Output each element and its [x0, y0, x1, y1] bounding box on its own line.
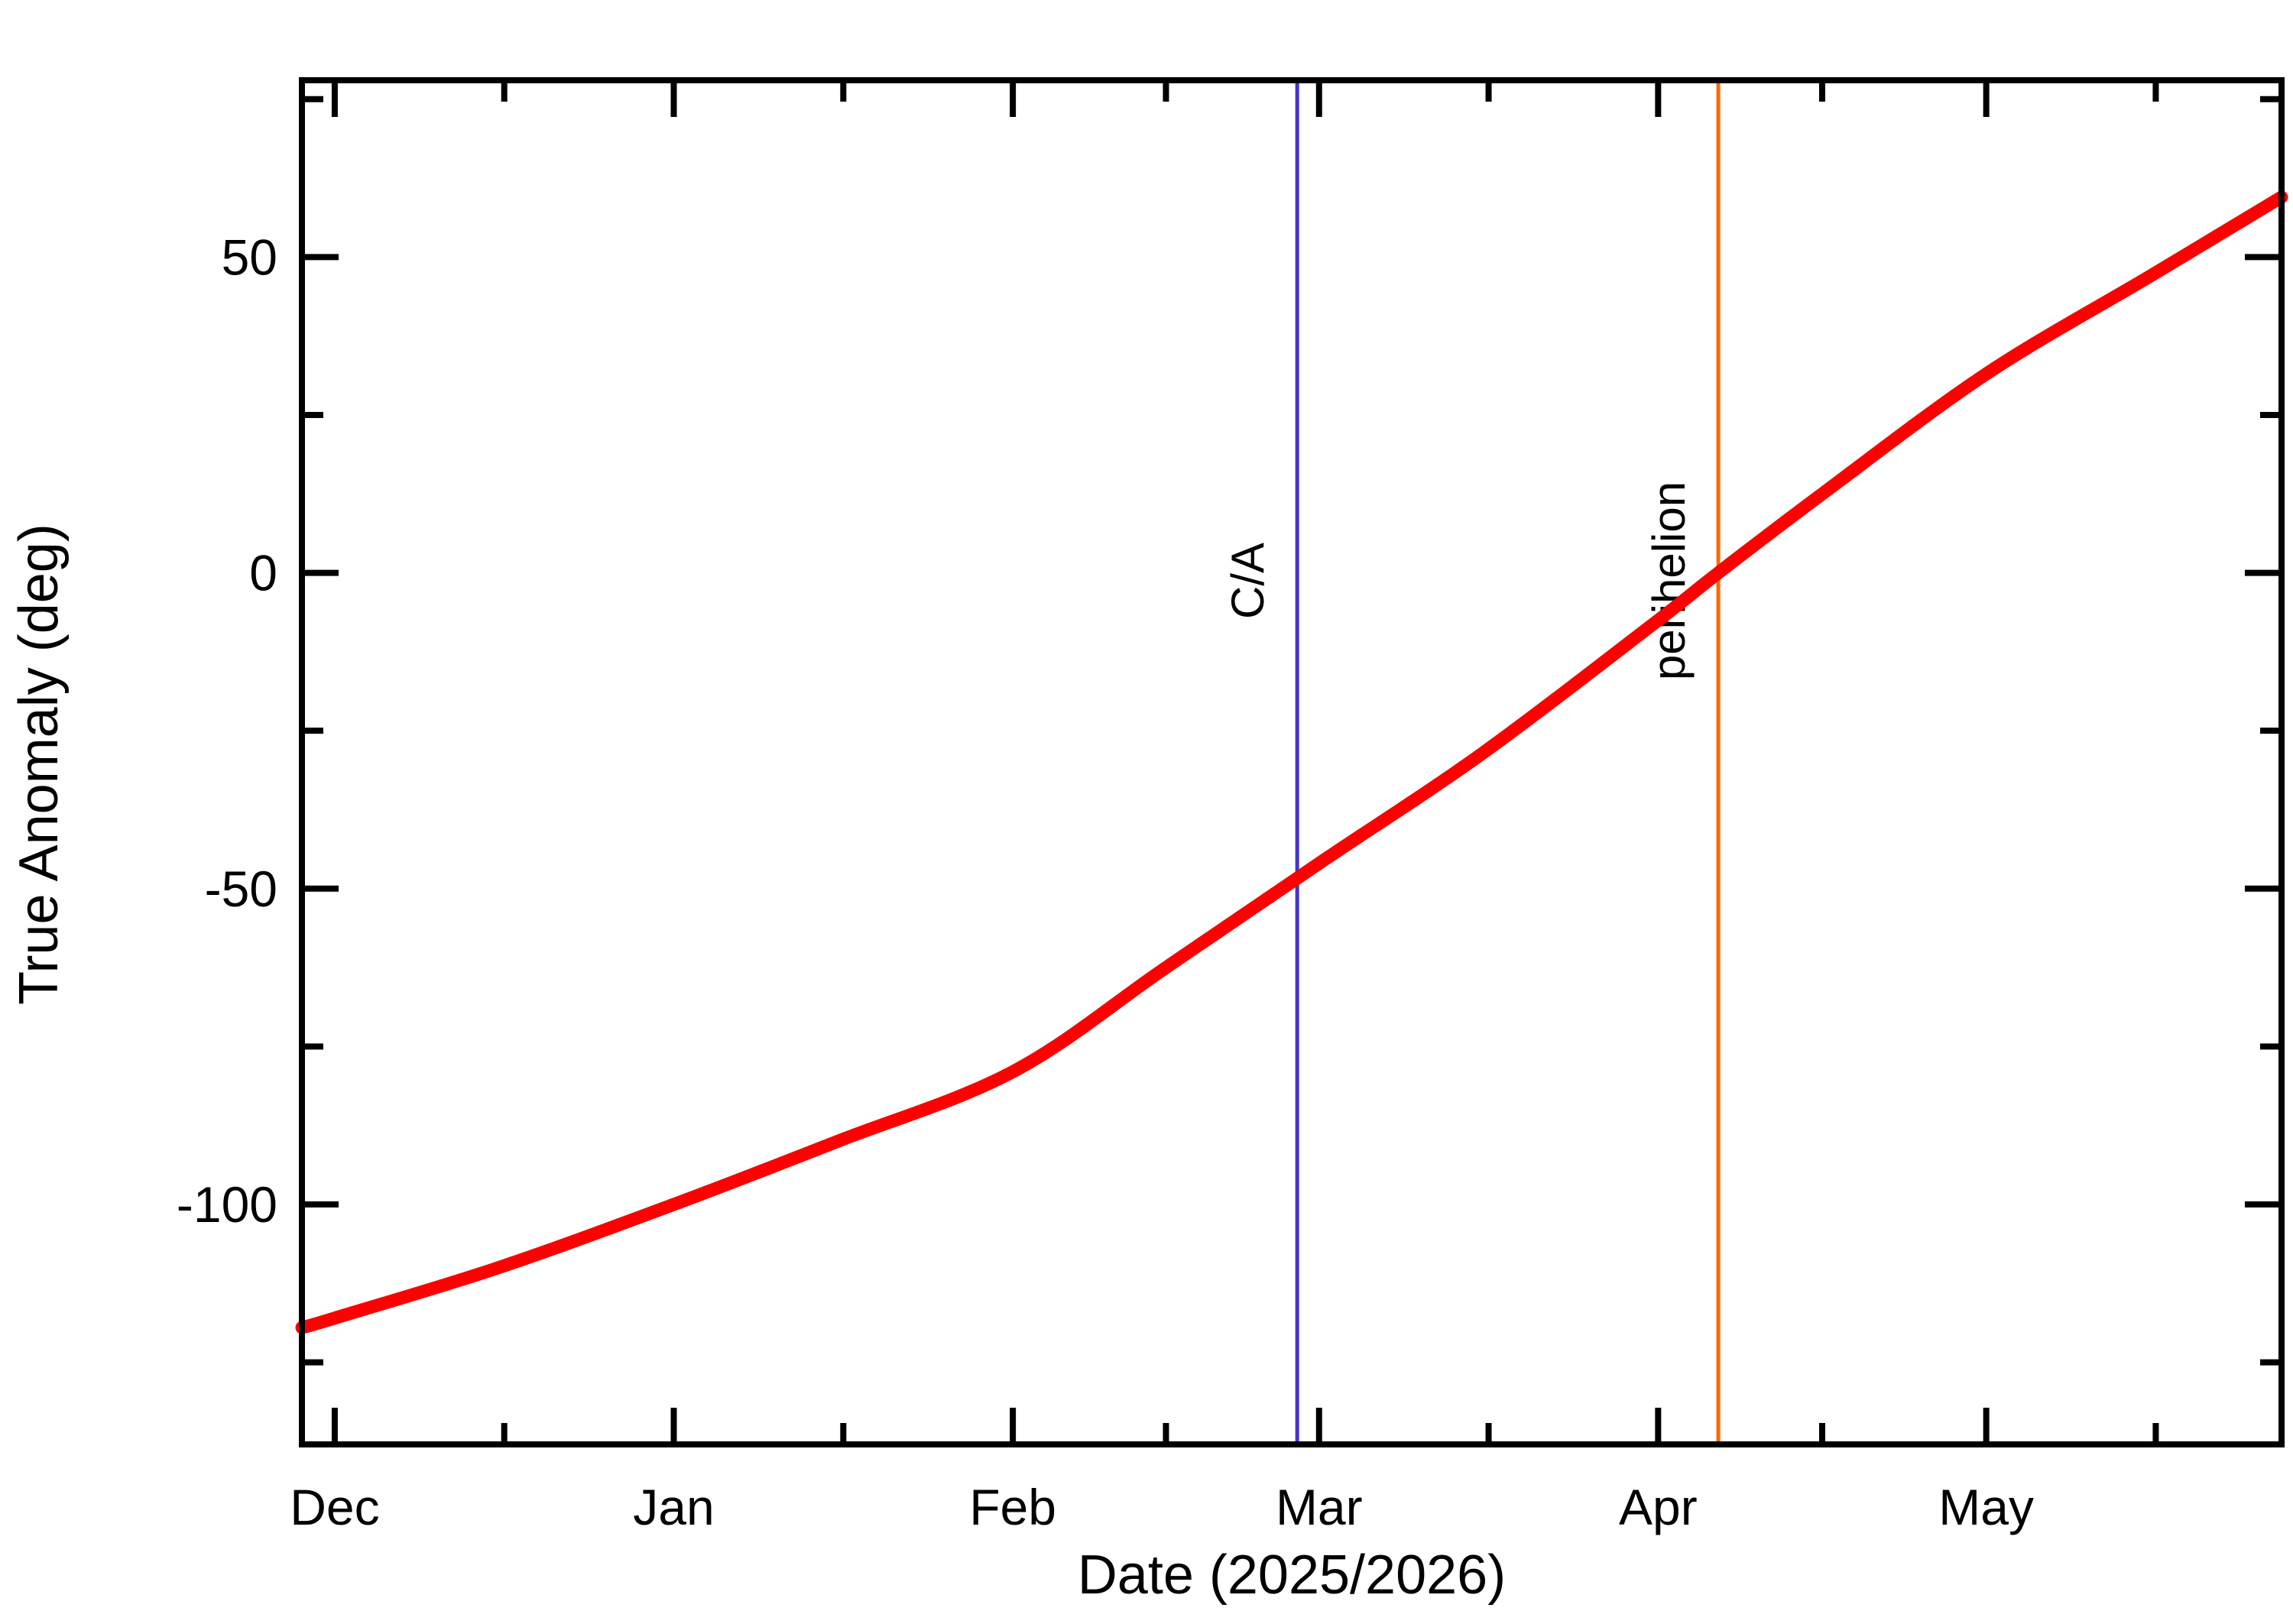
x-axis-title: Date (2025/2026): [1078, 1545, 1506, 1606]
y-axis-title: True Anomaly (deg): [8, 524, 70, 1005]
true-anomaly-curve: [295, 190, 2288, 1334]
x-tick-label: Dec: [290, 1479, 379, 1535]
x-tick-label: Mar: [1276, 1479, 1363, 1535]
x-tick-label: Apr: [1619, 1479, 1698, 1535]
y-tick-label: -100: [177, 1176, 277, 1233]
x-tick-label: Jan: [633, 1479, 714, 1535]
plot-frame: [299, 77, 2285, 1447]
y-tick-label: -50: [205, 861, 277, 917]
y-tick-label: 0: [249, 545, 277, 601]
perihelion-label: perihelion: [1643, 481, 1695, 680]
x-tick-label: Feb: [969, 1479, 1056, 1535]
y-tick-label: 50: [222, 229, 277, 285]
closest-approach-label: C/A: [1222, 543, 1273, 619]
x-tick-label: May: [1938, 1479, 2034, 1535]
